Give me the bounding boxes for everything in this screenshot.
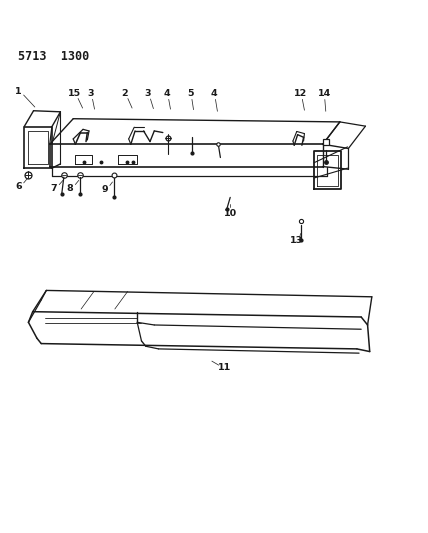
Text: 5713  1300: 5713 1300 — [18, 50, 89, 63]
Text: 4: 4 — [164, 88, 170, 98]
Text: 1: 1 — [15, 86, 22, 95]
Text: 13: 13 — [290, 237, 303, 246]
Text: 15: 15 — [68, 88, 81, 98]
Text: 2: 2 — [121, 88, 128, 98]
Text: 10: 10 — [224, 209, 237, 218]
Text: 11: 11 — [218, 363, 231, 372]
Text: 6: 6 — [15, 182, 22, 191]
Text: 7: 7 — [51, 184, 57, 193]
Text: 8: 8 — [67, 184, 74, 193]
Text: 3: 3 — [87, 88, 94, 98]
Text: 3: 3 — [145, 88, 151, 98]
Text: 5: 5 — [187, 88, 194, 98]
Text: 9: 9 — [101, 185, 108, 194]
Text: 4: 4 — [211, 88, 217, 98]
Text: 12: 12 — [294, 88, 307, 98]
Text: 14: 14 — [318, 88, 331, 98]
